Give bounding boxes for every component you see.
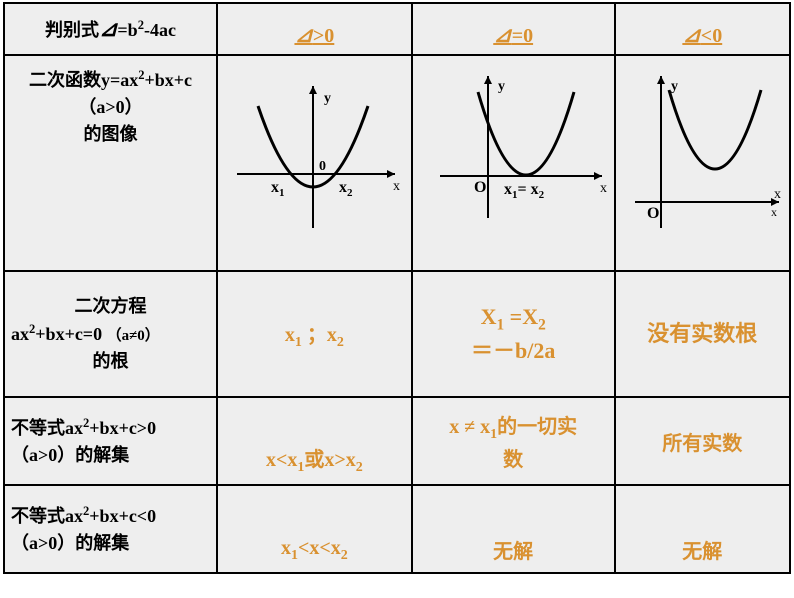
discriminant-label: 判别式⊿=b2-4ac	[45, 20, 176, 40]
graph-row-label-cell: 二次函数y=ax2+bx+c （a>0） 的图像	[4, 55, 217, 271]
svg-text:x: x	[771, 205, 777, 219]
delta-positive-cell: ⊿>0	[217, 3, 412, 55]
graph-label-l3: 的图像	[11, 121, 210, 148]
roots-label-cell: 二次方程 ax2+bx+c=0 （a≠0） 的根	[4, 271, 217, 397]
svg-text:y: y	[671, 79, 678, 94]
ineq-gt-c2: x ≠ x1的一切实数	[412, 397, 615, 485]
graph-cell-3: y x x O	[615, 55, 790, 271]
delta-negative: ⊿<0	[682, 25, 722, 47]
ineq-lt-row: 不等式ax2+bx+c<0（a>0）的解集 x1<x<x2 无解 无解	[4, 485, 790, 573]
ineq-lt-label: 不等式ax2+bx+c<0（a>0）的解集	[4, 485, 217, 573]
svg-text:O: O	[474, 179, 486, 196]
roots-label-l2: ax2+bx+c=0 （a≠0）	[11, 320, 210, 348]
header-row: 判别式⊿=b2-4ac ⊿>0 ⊿=0 ⊿<0	[4, 3, 790, 55]
svg-text:x1: x1	[271, 179, 285, 199]
svg-text:x: x	[774, 187, 781, 202]
roots-c2-l1: X1 =X2	[415, 302, 612, 336]
svg-text:O: O	[647, 205, 659, 222]
ineq-lt-c2: 无解	[412, 485, 615, 573]
ineq-gt-c1: x<x1或x>x2	[217, 397, 412, 485]
delta-zero-cell: ⊿=0	[412, 3, 615, 55]
roots-label-l1: 二次方程	[11, 293, 210, 320]
discriminant-table: 判别式⊿=b2-4ac ⊿>0 ⊿=0 ⊿<0 二次函数y=ax2+bx+c （…	[3, 2, 791, 574]
svg-text:y: y	[498, 79, 505, 94]
svg-text:x1= x2: x1= x2	[504, 181, 545, 201]
page-root: 判别式⊿=b2-4ac ⊿>0 ⊿=0 ⊿<0 二次函数y=ax2+bx+c （…	[0, 2, 794, 598]
ineq-lt-c3: 无解	[615, 485, 790, 573]
ineq-lt-c1: x1<x<x2	[217, 485, 412, 573]
graph-cell-1: y x 0 x1 x2	[217, 55, 412, 271]
delta-negative-cell: ⊿<0	[615, 3, 790, 55]
svg-text:x: x	[600, 181, 607, 196]
roots-c2-l2: ＝－b/2a	[415, 336, 612, 367]
roots-c2: X1 =X2 ＝－b/2a	[412, 271, 615, 397]
graph-label-l1: 二次函数y=ax2+bx+c	[11, 66, 210, 94]
ineq-gt-label: 不等式ax2+bx+c>0（a>0）的解集	[4, 397, 217, 485]
parabola-two-roots-icon: y x 0 x1 x2	[223, 68, 405, 258]
parabola-one-root-icon: y x O x1= x2	[418, 68, 608, 258]
roots-label-l3: 的根	[11, 348, 210, 375]
ineq-gt-c3: 所有实数	[615, 397, 790, 485]
ineq-gt-row: 不等式ax2+bx+c>0（a>0）的解集 x<x1或x>x2 x ≠ x1的一…	[4, 397, 790, 485]
delta-zero: ⊿=0	[493, 25, 533, 47]
svg-text:x2: x2	[339, 179, 353, 199]
roots-row: 二次方程 ax2+bx+c=0 （a≠0） 的根 x1 ；x2 X1 =X2 ＝…	[4, 271, 790, 397]
graph-row: 二次函数y=ax2+bx+c （a>0） 的图像 y x 0 x1 x2	[4, 55, 790, 271]
svg-text:y: y	[324, 91, 331, 106]
graph-cell-2: y x O x1= x2	[412, 55, 615, 271]
roots-c3: 没有实数根	[615, 271, 790, 397]
delta-positive: ⊿>0	[294, 25, 334, 47]
svg-text:0: 0	[319, 159, 326, 174]
graph-label-l2: （a>0）	[11, 94, 210, 121]
svg-text:x: x	[393, 179, 400, 194]
parabola-no-roots-icon: y x x O	[619, 68, 785, 258]
discriminant-label-cell: 判别式⊿=b2-4ac	[4, 3, 217, 55]
roots-c1: x1 ；x2	[217, 271, 412, 397]
